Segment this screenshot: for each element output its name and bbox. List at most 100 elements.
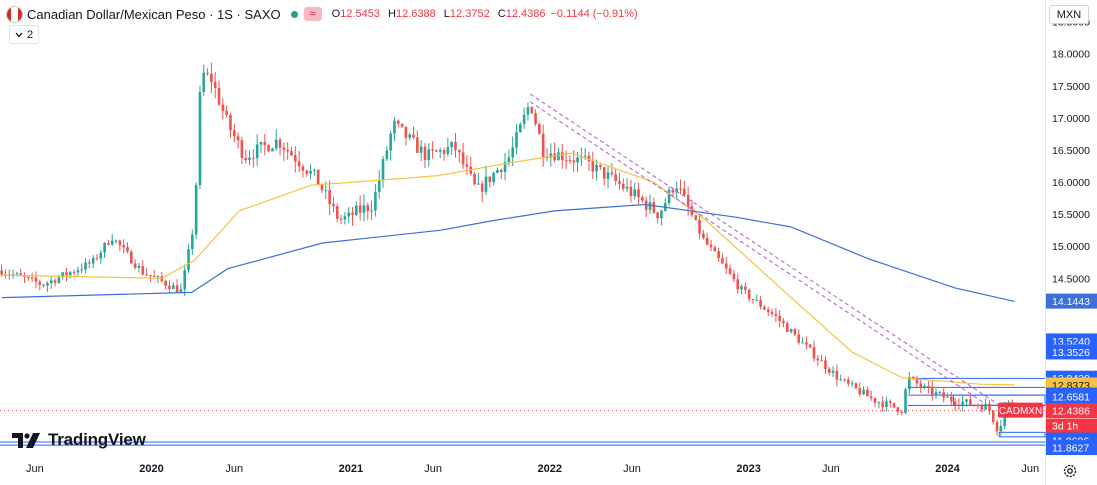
- candle: [427, 149, 431, 161]
- candle: [294, 155, 297, 162]
- candle: [969, 399, 972, 405]
- axis-price-label-text: 11.8627: [1052, 443, 1089, 455]
- candle: [621, 183, 625, 189]
- candle: [61, 272, 64, 278]
- candle: [232, 130, 236, 137]
- price-axis-tick: 17.0000: [1052, 113, 1090, 125]
- candle: [282, 147, 286, 150]
- candle: [130, 251, 133, 264]
- candle: [530, 107, 534, 114]
- candle: [72, 272, 76, 274]
- candle: [450, 141, 453, 148]
- candle: [801, 342, 804, 344]
- indicators-toggle-button[interactable]: 2: [9, 25, 40, 44]
- candle: [381, 159, 385, 180]
- candle: [488, 176, 492, 183]
- candle: [202, 72, 206, 93]
- tradingview-logo-icon: [12, 432, 40, 448]
- market-status-icon[interactable]: [290, 10, 298, 18]
- countdown-label: [1046, 418, 1097, 433]
- candle: [869, 396, 873, 398]
- candle: [53, 280, 57, 283]
- trend-line: [529, 93, 1008, 411]
- candle: [335, 206, 339, 219]
- candle: [534, 113, 537, 124]
- candle: [95, 257, 99, 259]
- candle: [732, 273, 736, 280]
- candle: [633, 189, 637, 197]
- candle: [538, 123, 541, 134]
- candle: [423, 146, 427, 161]
- candle: [68, 272, 72, 276]
- candle: [252, 157, 255, 159]
- candle: [572, 160, 576, 163]
- candle: [149, 275, 152, 277]
- candle: [736, 279, 740, 290]
- candles: [0, 62, 1014, 438]
- time-axis-tick: Jun: [822, 463, 840, 475]
- axis-price-label: [1046, 403, 1097, 419]
- candle: [850, 383, 854, 385]
- candle: [827, 368, 831, 373]
- symbol-title[interactable]: Canadian Dollar/Mexican Peso · 1S · SAXO: [27, 6, 281, 22]
- candle: [599, 164, 602, 168]
- compare-wave-icon[interactable]: ≈: [303, 7, 322, 21]
- candle: [370, 210, 373, 212]
- currency-button[interactable]: MXN: [1049, 5, 1089, 24]
- candle: [465, 164, 469, 167]
- candle: [137, 266, 141, 268]
- candle: [595, 164, 598, 172]
- candle: [942, 392, 945, 398]
- range-box: [998, 431, 1046, 438]
- candle: [213, 82, 217, 88]
- candle: [278, 139, 282, 148]
- symbol-tag: [998, 402, 1043, 418]
- candle: [557, 152, 560, 161]
- candle: [511, 147, 514, 158]
- candle: [980, 405, 984, 410]
- tradingview-logo-text: TradingView: [48, 430, 146, 449]
- candle: [641, 197, 644, 201]
- candle: [457, 150, 461, 153]
- candle: [686, 194, 690, 207]
- candle: [778, 315, 781, 321]
- candle: [133, 263, 137, 268]
- candle: [126, 247, 129, 252]
- candle: [191, 234, 194, 250]
- countdown-text: 3d 1h: [1052, 421, 1078, 433]
- price-axis-tick: 16.0000: [1052, 177, 1090, 189]
- candle: [522, 114, 526, 125]
- symbol-header: Canadian Dollar/Mexican Peso · 1S · SAXO…: [6, 5, 638, 23]
- candle: [438, 150, 442, 152]
- candle: [976, 404, 980, 406]
- candle: [660, 210, 663, 219]
- candle: [80, 269, 84, 271]
- candle: [477, 183, 480, 185]
- indicators-count: 2: [27, 28, 34, 41]
- candle: [316, 169, 320, 185]
- candle: [210, 73, 213, 83]
- candle: [412, 134, 415, 138]
- candle: [896, 407, 900, 412]
- candle: [805, 342, 808, 345]
- candle: [919, 383, 923, 388]
- candle: [183, 270, 187, 290]
- candle: [892, 402, 896, 408]
- candle: [911, 377, 915, 379]
- candle: [835, 370, 839, 380]
- tradingview-logo[interactable]: TradingView: [12, 430, 146, 450]
- candle: [698, 219, 701, 234]
- candle: [904, 389, 907, 413]
- moving-average-slow: [1, 203, 1015, 302]
- candle: [923, 385, 926, 388]
- time-axis-tick: Jun: [623, 463, 641, 475]
- canada-flag-icon: [6, 5, 23, 23]
- settings-gear-icon[interactable]: [1062, 463, 1078, 479]
- candle: [667, 189, 671, 204]
- candle: [957, 404, 961, 406]
- candle: [385, 150, 389, 160]
- candle: [774, 313, 778, 316]
- candle: [766, 309, 770, 313]
- candle: [618, 181, 621, 184]
